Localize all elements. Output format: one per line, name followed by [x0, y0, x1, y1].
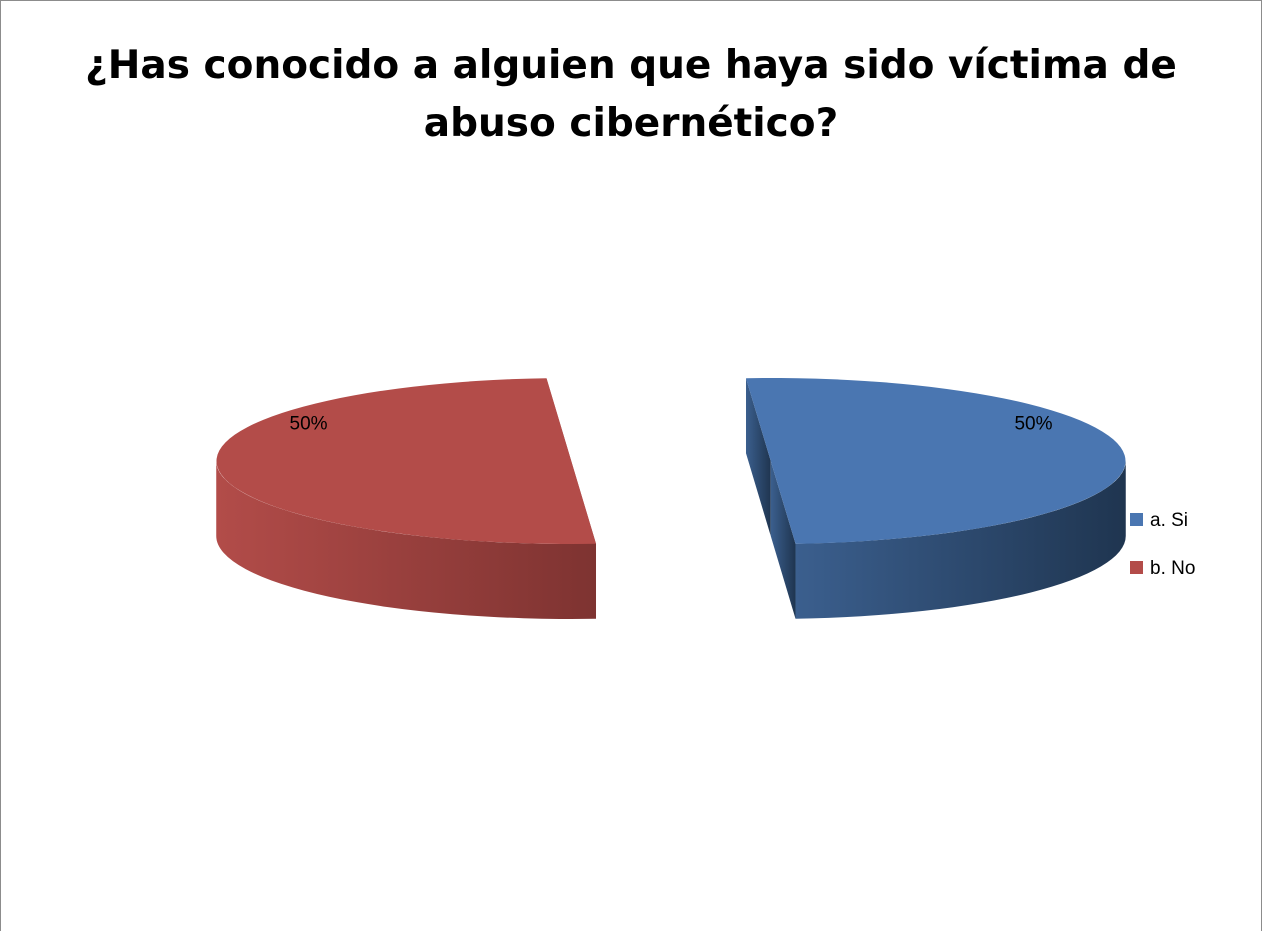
- pie-slice-1: [745, 378, 1126, 619]
- pie-slice-2: [216, 378, 597, 619]
- legend-swatch: [1130, 561, 1143, 574]
- slice-top: [216, 378, 597, 544]
- slice-wall: [745, 378, 771, 536]
- legend-label: a. Si: [1150, 510, 1188, 531]
- chart-title: ¿Has conocido a alguien que haya sido ví…: [85, 43, 1177, 146]
- legend-label: b. No: [1150, 558, 1195, 579]
- slice-side: [795, 461, 1126, 619]
- legend: a. Si b. No: [1130, 510, 1195, 579]
- data-label: 50%: [290, 413, 328, 434]
- pie-slices: [216, 378, 1126, 619]
- legend-swatch: [1130, 513, 1143, 526]
- slice-top: [745, 378, 1126, 544]
- data-labels: 50% 50%: [290, 413, 1053, 434]
- data-label: 50%: [1014, 413, 1052, 434]
- slice-wall: [770, 461, 796, 619]
- slice-side: [216, 461, 597, 619]
